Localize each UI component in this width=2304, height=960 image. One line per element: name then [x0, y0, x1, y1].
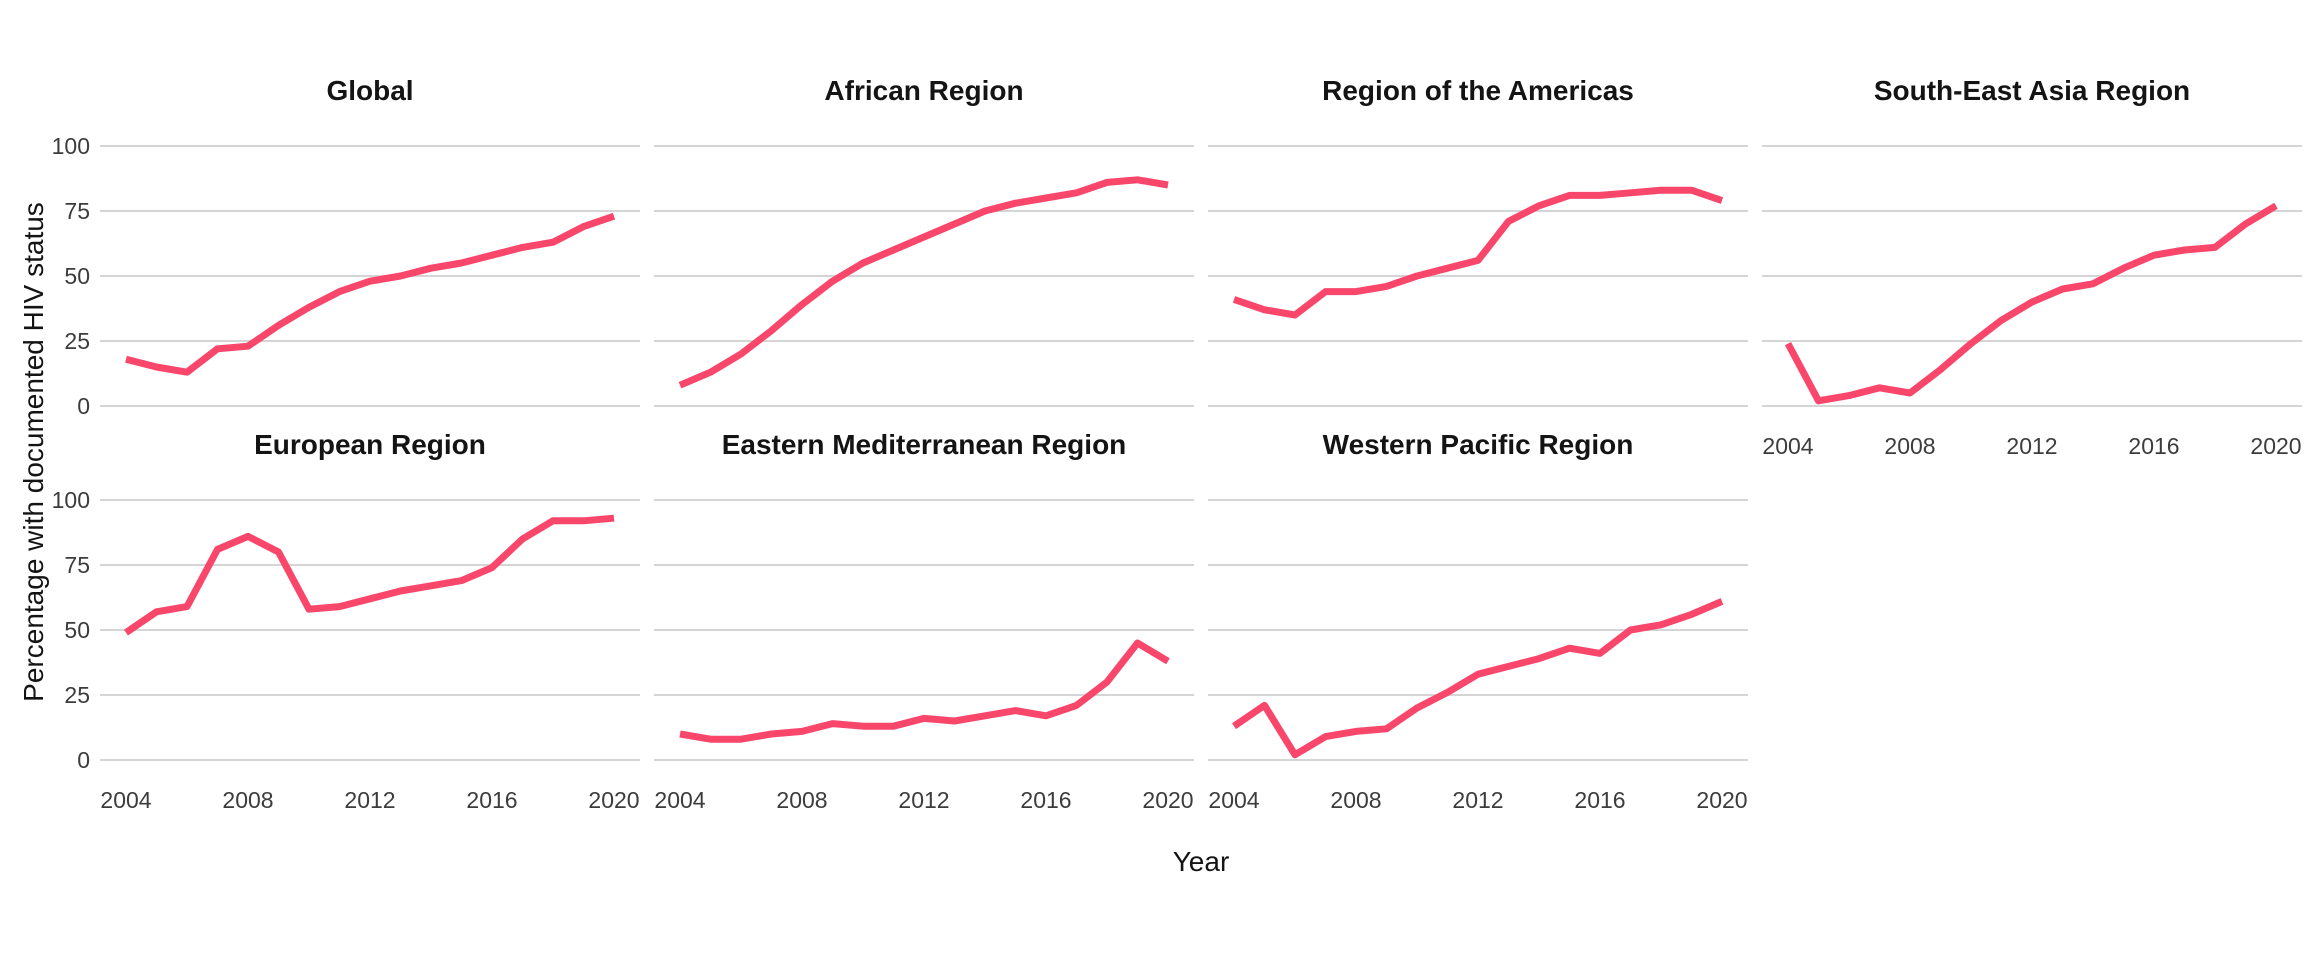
facet-eastern-mediterranean-region: Eastern Mediterranean Region: [654, 429, 1194, 773]
x-tick-label: 2012: [344, 787, 396, 813]
data-line: [1232, 598, 1724, 759]
x-tick-label: 2004: [1208, 787, 1260, 813]
x-tick-label: 2004: [654, 787, 706, 813]
facet-panel: [654, 499, 1194, 761]
facet-panel: [1208, 145, 1748, 407]
facet-title-eastern-mediterranean-region: Eastern Mediterranean Region: [721, 429, 1127, 460]
facet-title-global: Global: [326, 75, 414, 106]
x-tick-label: 2020: [1696, 787, 1748, 813]
y-tick-label: 50: [64, 263, 90, 289]
data-line: [124, 514, 615, 636]
data-line: [125, 212, 616, 376]
facet-south-east-asia-region: South-East Asia Region: [1762, 75, 2302, 419]
facet-title-region-of-the-americas: Region of the Americas: [1322, 75, 1634, 106]
facet-panel: [1762, 145, 2302, 407]
data-line: [1784, 202, 2278, 405]
x-tick-label: 2008: [1330, 787, 1382, 813]
x-tick-label: 2020: [588, 787, 640, 813]
facet-panel: [654, 145, 1194, 407]
facet-title-south-east-asia-region: South-East Asia Region: [1873, 75, 2191, 106]
facet-african-region: African Region: [654, 75, 1194, 419]
x-tick-label: 2016: [2128, 433, 2180, 459]
facet-panel: [100, 499, 640, 761]
y-tick-label: 0: [77, 747, 90, 773]
x-tick-label: 2008: [222, 787, 274, 813]
x-tick-label: 2016: [1574, 787, 1626, 813]
y-tick-label: 25: [64, 682, 90, 708]
facet-global: Global: [100, 75, 640, 419]
x-tick-label: 2004: [100, 787, 152, 813]
facet-western-pacific-region: Western Pacific Region: [1208, 429, 1748, 773]
y-tick-label: 75: [64, 552, 90, 578]
y-tick-label: 50: [64, 617, 90, 643]
facet-panel: [1208, 499, 1748, 761]
y-tick-label: 100: [51, 133, 90, 159]
y-axis-title: Percentage with documented HIV status: [18, 202, 49, 702]
x-axis-title: Year: [1172, 846, 1230, 877]
facet-european-region: European Region: [100, 429, 640, 773]
x-tick-label: 2008: [1884, 433, 1936, 459]
x-tick-label: 2020: [1142, 787, 1194, 813]
facet-title-western-pacific-region: Western Pacific Region: [1322, 429, 1634, 460]
facet-title-european-region: European Region: [254, 429, 486, 460]
x-tick-label: 2012: [2006, 433, 2058, 459]
x-tick-label: 2012: [1452, 787, 1504, 813]
x-tick-label: 2020: [2250, 433, 2302, 459]
facet-panel: [100, 145, 640, 407]
x-tick-label: 2008: [776, 787, 828, 813]
y-tick-label: 100: [51, 487, 90, 513]
x-tick-label: 2016: [466, 787, 518, 813]
y-tick-label: 0: [77, 393, 90, 419]
data-line: [1232, 186, 1724, 319]
x-tick-label: 2012: [898, 787, 950, 813]
y-tick-label: 75: [64, 198, 90, 224]
x-tick-label: 2004: [1762, 433, 1814, 459]
data-line: [678, 176, 1169, 389]
x-tick-label: 2016: [1020, 787, 1072, 813]
y-tick-label: 25: [64, 328, 90, 354]
facet-region-of-the-americas: Region of the Americas: [1208, 75, 1748, 419]
data-line: [679, 639, 1170, 743]
facet-title-african-region: African Region: [824, 75, 1024, 106]
